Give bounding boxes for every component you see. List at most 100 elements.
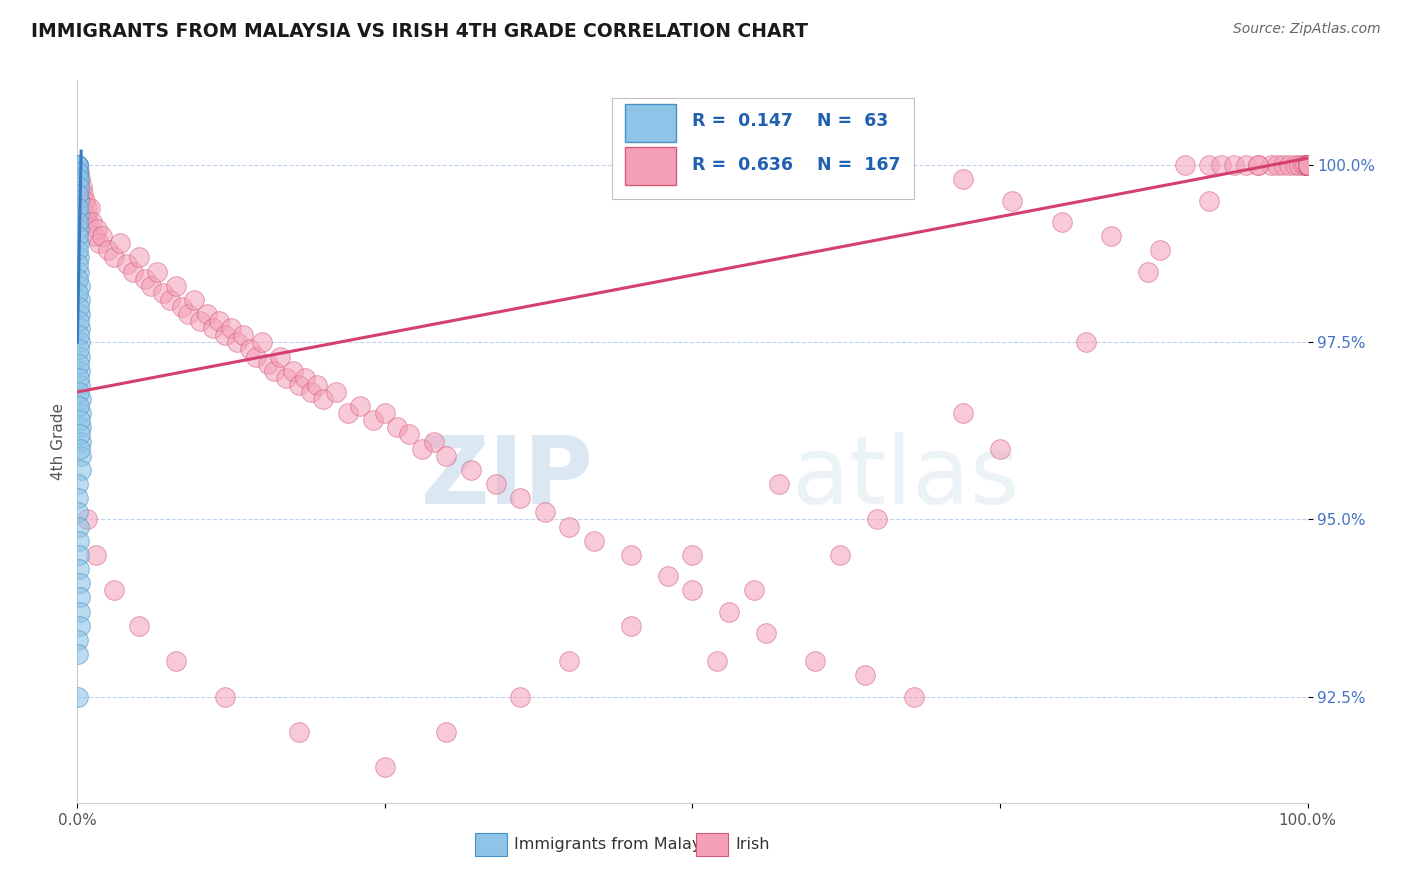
- Point: [67, 172, 90, 186]
- Point: [1296, 158, 1319, 172]
- Point: [1296, 158, 1319, 172]
- Point: [1296, 158, 1319, 172]
- Point: [69, 413, 91, 427]
- Point: [69, 618, 91, 632]
- Point: [67, 271, 90, 285]
- Point: [1198, 158, 1220, 172]
- Point: [682, 548, 704, 562]
- Point: [1272, 158, 1295, 172]
- Text: Irish: Irish: [735, 838, 770, 852]
- Point: [706, 654, 728, 668]
- Point: [1265, 158, 1288, 172]
- Point: [239, 343, 262, 357]
- Point: [89, 236, 111, 251]
- Point: [1296, 158, 1319, 172]
- Point: [1296, 158, 1319, 172]
- Point: [66, 477, 89, 491]
- Point: [67, 357, 90, 371]
- Point: [1296, 158, 1319, 172]
- FancyBboxPatch shape: [696, 833, 728, 856]
- Point: [385, 420, 409, 434]
- Point: [66, 201, 89, 215]
- Point: [69, 350, 91, 364]
- Point: [1296, 158, 1319, 172]
- Point: [294, 371, 316, 385]
- Point: [67, 533, 90, 548]
- Point: [988, 442, 1011, 456]
- Point: [1223, 158, 1246, 172]
- Point: [558, 519, 581, 533]
- Point: [67, 690, 90, 704]
- Point: [1284, 158, 1306, 172]
- Point: [657, 569, 679, 583]
- Point: [67, 519, 90, 533]
- Point: [830, 548, 852, 562]
- Point: [1296, 158, 1319, 172]
- Point: [165, 654, 187, 668]
- Text: Immigrants from Malaysia: Immigrants from Malaysia: [515, 838, 724, 852]
- Text: IMMIGRANTS FROM MALAYSIA VS IRISH 4TH GRADE CORRELATION CHART: IMMIGRANTS FROM MALAYSIA VS IRISH 4TH GR…: [31, 22, 808, 41]
- Point: [952, 406, 974, 420]
- Point: [67, 251, 90, 265]
- Point: [86, 222, 108, 236]
- Point: [436, 725, 458, 739]
- Point: [1296, 158, 1319, 172]
- Point: [77, 215, 100, 229]
- FancyBboxPatch shape: [475, 833, 506, 856]
- Point: [67, 371, 90, 385]
- Point: [208, 314, 231, 328]
- Point: [67, 300, 90, 314]
- Point: [1278, 158, 1301, 172]
- Point: [1234, 158, 1257, 172]
- Point: [103, 583, 125, 598]
- Point: [269, 350, 291, 364]
- Point: [69, 293, 91, 307]
- FancyBboxPatch shape: [624, 104, 676, 142]
- Point: [67, 158, 90, 172]
- Point: [1296, 158, 1319, 172]
- Point: [903, 690, 925, 704]
- Point: [69, 278, 91, 293]
- Point: [1149, 244, 1171, 258]
- Point: [188, 314, 212, 328]
- Point: [1198, 194, 1220, 208]
- Point: [70, 463, 93, 477]
- Point: [337, 406, 360, 420]
- Point: [72, 208, 94, 222]
- Point: [460, 463, 482, 477]
- Point: [67, 194, 90, 208]
- Point: [307, 377, 329, 392]
- Point: [70, 201, 93, 215]
- Point: [67, 208, 90, 222]
- Point: [1296, 158, 1319, 172]
- Point: [73, 194, 96, 208]
- Point: [361, 413, 384, 427]
- Point: [1296, 158, 1319, 172]
- Point: [66, 215, 89, 229]
- Point: [288, 725, 311, 739]
- Point: [165, 278, 187, 293]
- Point: [1296, 158, 1319, 172]
- Point: [1296, 158, 1319, 172]
- Point: [1296, 158, 1319, 172]
- Point: [1292, 158, 1315, 172]
- Point: [67, 244, 90, 258]
- Point: [66, 158, 89, 172]
- Point: [183, 293, 205, 307]
- Point: [1296, 158, 1319, 172]
- Point: [67, 491, 90, 506]
- Point: [69, 335, 91, 350]
- Text: Source: ZipAtlas.com: Source: ZipAtlas.com: [1233, 22, 1381, 37]
- Point: [232, 328, 254, 343]
- Point: [66, 647, 89, 661]
- Point: [66, 165, 89, 179]
- Point: [411, 442, 433, 456]
- Point: [768, 477, 790, 491]
- Point: [509, 491, 531, 506]
- Point: [170, 300, 193, 314]
- Point: [219, 321, 242, 335]
- Point: [1136, 264, 1159, 278]
- Point: [1296, 158, 1319, 172]
- Point: [70, 179, 93, 194]
- Point: [398, 427, 420, 442]
